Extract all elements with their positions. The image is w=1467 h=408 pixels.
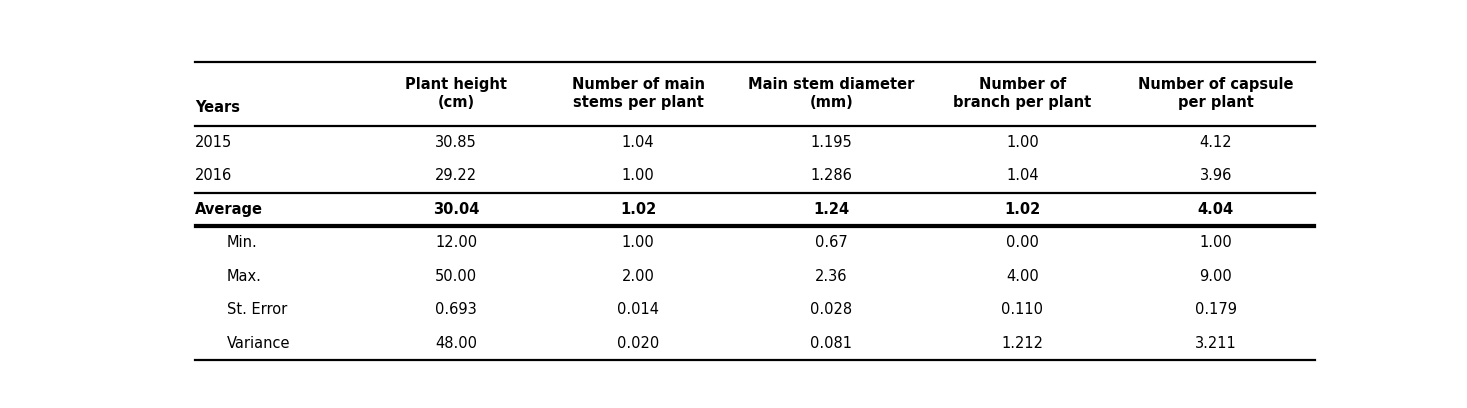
Text: 1.00: 1.00 [1200,235,1232,251]
Text: 3.96: 3.96 [1200,169,1232,184]
Text: 1.04: 1.04 [1006,169,1039,184]
Text: 1.212: 1.212 [1002,336,1043,351]
Text: 29.22: 29.22 [436,169,477,184]
Text: 0.179: 0.179 [1194,302,1237,317]
Text: 1.02: 1.02 [621,202,656,217]
Text: 2015: 2015 [195,135,232,150]
Text: Number of
branch per plant: Number of branch per plant [954,78,1091,110]
Text: 50.00: 50.00 [436,269,477,284]
Text: 0.081: 0.081 [810,336,852,351]
Text: 1.00: 1.00 [1006,135,1039,150]
Text: Min.: Min. [226,235,257,251]
Text: 4.00: 4.00 [1006,269,1039,284]
Text: Main stem diameter
(mm): Main stem diameter (mm) [748,78,914,110]
Text: 0.020: 0.020 [618,336,659,351]
Text: 4.04: 4.04 [1197,202,1234,217]
Text: 1.195: 1.195 [811,135,852,150]
Text: Average: Average [195,202,263,217]
Text: 4.12: 4.12 [1200,135,1232,150]
Text: 1.02: 1.02 [1005,202,1040,217]
Text: 0.028: 0.028 [810,302,852,317]
Text: 48.00: 48.00 [436,336,477,351]
Text: 1.00: 1.00 [622,169,654,184]
Text: Years: Years [195,100,239,115]
Text: 0.67: 0.67 [816,235,848,251]
Text: Max.: Max. [226,269,261,284]
Text: 30.85: 30.85 [436,135,477,150]
Text: Plant height
(cm): Plant height (cm) [405,78,508,110]
Text: Variance: Variance [226,336,290,351]
Text: 2.36: 2.36 [816,269,848,284]
Text: 1.24: 1.24 [813,202,849,217]
Text: 0.110: 0.110 [1002,302,1043,317]
Text: 30.04: 30.04 [433,202,480,217]
Text: 3.211: 3.211 [1194,336,1237,351]
Text: 12.00: 12.00 [436,235,477,251]
Text: 1.286: 1.286 [810,169,852,184]
Text: 1.00: 1.00 [622,235,654,251]
Text: Number of main
stems per plant: Number of main stems per plant [572,78,704,110]
Text: 9.00: 9.00 [1200,269,1232,284]
Text: 2.00: 2.00 [622,269,654,284]
Text: 0.693: 0.693 [436,302,477,317]
Text: 0.00: 0.00 [1006,235,1039,251]
Text: 1.04: 1.04 [622,135,654,150]
Text: 2016: 2016 [195,169,232,184]
Text: St. Error: St. Error [226,302,288,317]
Text: Number of capsule
per plant: Number of capsule per plant [1138,78,1294,110]
Text: 0.014: 0.014 [618,302,659,317]
